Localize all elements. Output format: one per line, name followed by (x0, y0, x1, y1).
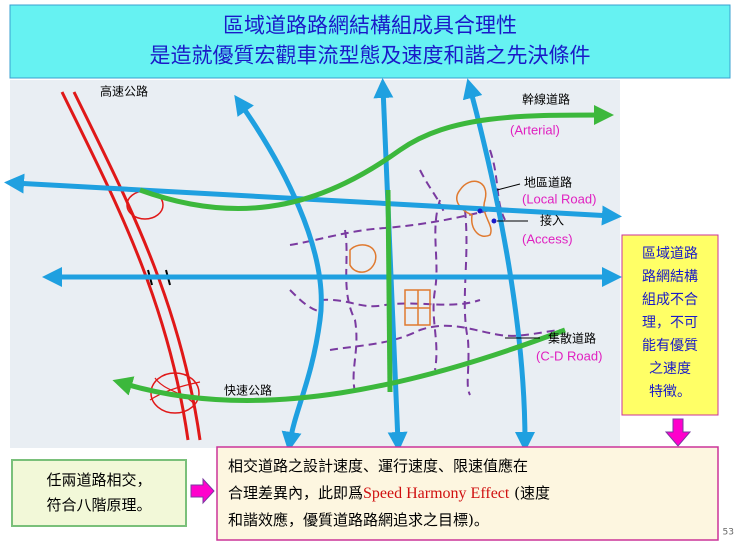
road-label: 地區道路 (524, 175, 572, 190)
road-label-en: (Arterial) (510, 122, 560, 137)
right-note: 組成不合 (642, 292, 698, 308)
left-note-box (11, 459, 187, 527)
right-note: 路網結構 (642, 269, 698, 285)
bottom-note-part: (速度 (509, 484, 550, 502)
access-point (477, 208, 483, 214)
title-box (9, 4, 731, 79)
road-label: 快速公路 (224, 383, 272, 398)
left-note: 任兩道路相交， (46, 471, 151, 489)
arrow-down (664, 418, 692, 447)
right-note-box (621, 234, 719, 416)
pointer (496, 183, 521, 191)
bottom-note-emph: Speed Harmony Effect (363, 485, 510, 502)
road-label: 高速公路 (100, 84, 148, 99)
access-point (491, 218, 497, 224)
road-label: 集散道路 (548, 331, 596, 346)
bottom-note-box (216, 446, 719, 541)
road-label-en: (Local Road) (522, 191, 596, 206)
bottom-note: 和諧效應，優質道路路網追求之目標)。 (228, 511, 489, 529)
road-label: 接入 (540, 213, 564, 228)
right-note: 理，不可 (642, 315, 698, 331)
title: 區域道路路網結構組成具合理性 (223, 14, 517, 38)
green-roads (112, 105, 614, 403)
bottom-note-part: 合理差異內，此即爲 (228, 484, 363, 502)
right-note: 之速度 (649, 361, 691, 377)
road-label-en: (C-D Road) (536, 348, 602, 363)
arrow-right (190, 477, 215, 505)
bottom-note: 合理差異內，此即爲Speed Harmony Effect (速度 (228, 484, 550, 502)
right-note: 能有優質 (642, 338, 698, 354)
road-label-en: (Access) (522, 231, 573, 246)
right-note: 特徵。 (649, 384, 691, 400)
subtitle: 是造就優質宏觀車流型態及速度和諧之先決條件 (150, 44, 591, 68)
page-number: 53 (723, 528, 734, 538)
bottom-note: 相交道路之設計速度、運行速度、限速值應在 (228, 457, 528, 475)
left-note: 符合八階原理。 (46, 496, 151, 514)
right-note: 區域道路 (642, 246, 698, 262)
road-label: 幹線道路 (522, 92, 570, 107)
